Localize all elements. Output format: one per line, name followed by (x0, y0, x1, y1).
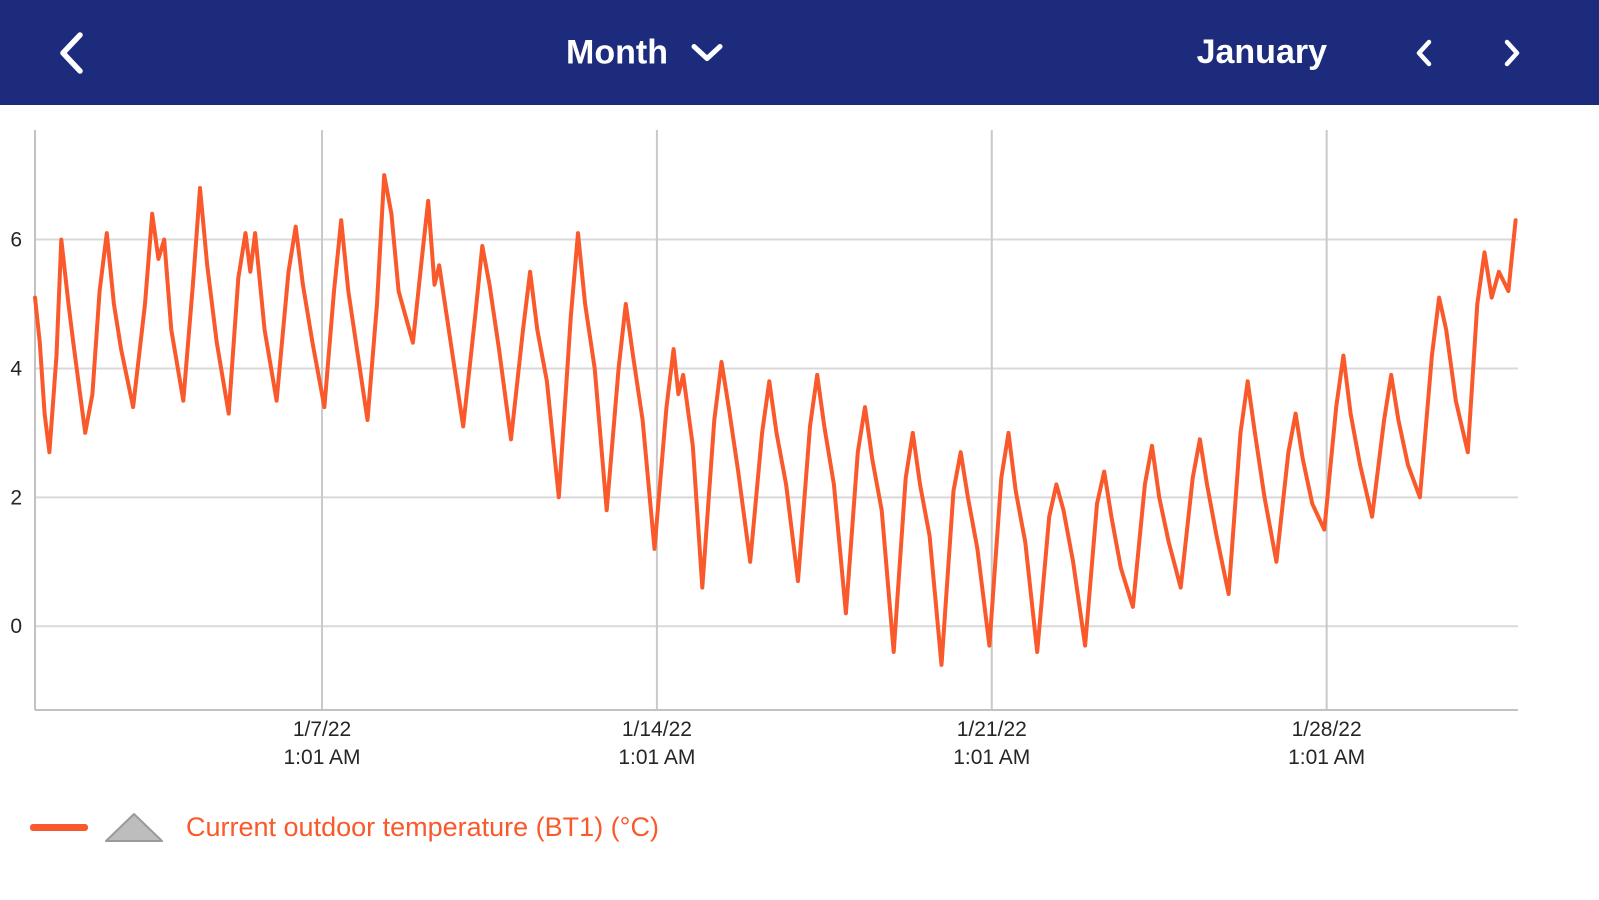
x-tick-sublabel: 1:01 AM (1288, 746, 1365, 769)
chevron-down-icon (691, 44, 723, 61)
chevron-right-icon (1504, 39, 1520, 66)
temperature-line (33, 173, 1518, 667)
x-tick-label: 1/28/22 (1292, 718, 1362, 741)
triangle-shape-icon (105, 813, 163, 842)
legend-line-swatch (30, 823, 88, 831)
period-label: Month (566, 33, 668, 71)
next-month-button[interactable] (1493, 33, 1531, 73)
chart-svg[interactable]: 0 2 4 6 1/7/22 1:01 AM 1/14/22 1:01 AM 1/21/22 1:… (0, 105, 1599, 790)
x-tick-label: 1/14/22 (622, 718, 692, 741)
y-tick-label: 2 (10, 486, 22, 509)
chevron-left-icon (1416, 39, 1432, 66)
month-navigation: January (1197, 33, 1531, 73)
prev-month-button[interactable] (1405, 33, 1443, 73)
x-tick-sublabel: 1:01 AM (953, 746, 1030, 769)
x-tick-sublabel: 1:01 AM (284, 746, 361, 769)
month-label: January (1196, 33, 1327, 71)
x-tick-label: 1/21/22 (957, 718, 1027, 741)
x-tick-label: 1/7/22 (293, 718, 351, 741)
back-button[interactable] (46, 24, 98, 82)
chevron-left-icon (60, 31, 83, 74)
y-tick-label: 6 (10, 229, 22, 252)
period-selector[interactable]: Month (560, 32, 730, 73)
y-tick-label: 4 (10, 357, 22, 380)
legend-label: Current outdoor temperature (BT1) (°C) (186, 811, 659, 842)
top-bar: Month January (0, 0, 1599, 105)
legend[interactable]: Current outdoor temperature (BT1) (°C) (30, 804, 659, 850)
chart-area[interactable]: 0 2 4 6 1/7/22 1:01 AM 1/14/22 1:01 AM 1/21/22 1:… (0, 105, 1599, 790)
x-tick-sublabel: 1:01 AM (618, 746, 695, 769)
y-tick-label: 0 (10, 615, 22, 638)
